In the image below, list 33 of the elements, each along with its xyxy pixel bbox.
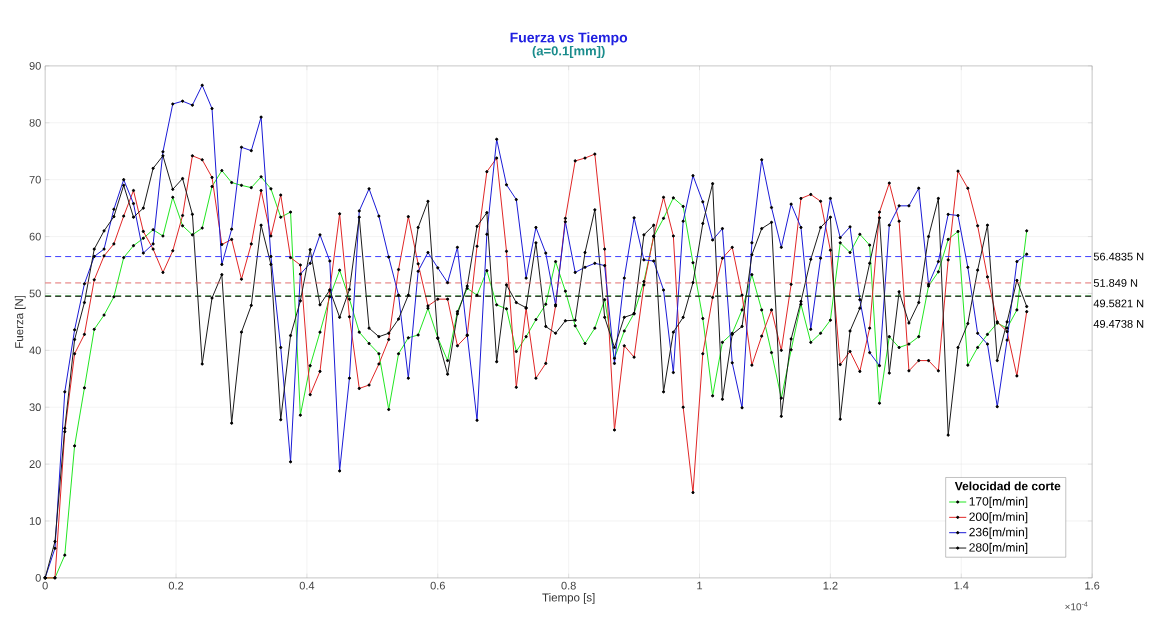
x-tick-label: 1.2 (823, 581, 838, 590)
x-axis-title: Tiempo [s] (542, 593, 595, 604)
y-tick-label: 60 (29, 232, 41, 241)
text: ×10$^{-4}$ (1065, 601, 1088, 611)
x-tick-label: 1.6 (1085, 581, 1100, 590)
y-tick-label: 40 (29, 346, 41, 355)
y-tick-label: 20 (29, 460, 41, 469)
y-tick-label: 90 (29, 62, 41, 70)
x-tick-label: 0.6 (430, 581, 445, 590)
x-tick-label: 1 (697, 581, 703, 590)
ref-line-label: 51.849 N (1093, 279, 1138, 287)
y-tick-label: 0 (35, 574, 41, 582)
y-tick-label: 30 (29, 403, 41, 412)
y-axis-title: Fuerza [N] (14, 295, 26, 348)
chart-subtitle: (a=0.1[mm]) (532, 45, 605, 59)
ref-line-label: 49.4738 N (1093, 320, 1144, 328)
y-tick-label: 70 (29, 175, 41, 184)
x-tick-label: 1.4 (954, 581, 969, 590)
y-tick-label: 50 (29, 289, 41, 298)
x-tick-label: 0 (42, 581, 48, 590)
ref-line-label: 56.4835 N (1093, 252, 1144, 261)
legend-label: 280[m/min] (969, 542, 1028, 555)
y-tick-label: 10 (29, 517, 41, 525)
x-tick-label: 0.4 (299, 581, 315, 590)
legend-label: 200[m/min] (969, 512, 1028, 524)
legend-label: 170[m/min] (969, 496, 1028, 509)
y-tick-label: 80 (29, 118, 41, 127)
legend-label: 236[m/min] (969, 527, 1028, 539)
legend-title: Velocidad de corte (954, 481, 1061, 491)
x-tick-label: 0.2 (168, 581, 184, 590)
ref-line-label: 49.5821 N (1093, 299, 1144, 308)
chart-title: Fuerza vs Tiempo (510, 32, 628, 46)
x-tick-label: 0.8 (561, 581, 576, 590)
